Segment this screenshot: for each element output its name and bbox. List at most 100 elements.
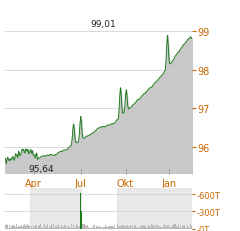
Bar <box>27 224 28 229</box>
Bar <box>116 228 117 229</box>
Bar <box>79 226 80 229</box>
Bar <box>61 225 62 229</box>
Bar <box>112 226 113 229</box>
Bar <box>126 226 127 229</box>
Bar <box>174 224 175 229</box>
Bar <box>119 225 120 229</box>
Bar <box>35 225 36 229</box>
Bar <box>97 226 98 229</box>
Bar <box>191 226 192 229</box>
Bar <box>118 226 119 229</box>
Bar <box>62 226 63 229</box>
Bar <box>26 225 27 229</box>
Bar <box>49 227 50 229</box>
Bar <box>120 226 121 229</box>
Text: Jan: Jan <box>161 178 176 188</box>
Bar <box>145 226 146 229</box>
Bar <box>173 224 174 229</box>
Bar <box>20 225 21 229</box>
Bar <box>136 227 137 229</box>
Bar <box>69 228 70 229</box>
Bar <box>66 225 67 229</box>
Bar <box>47 225 48 229</box>
Bar <box>124 225 125 229</box>
Bar <box>135 225 136 229</box>
Text: 95,64: 95,64 <box>28 164 54 173</box>
Bar <box>45 226 46 229</box>
Bar <box>150 227 151 229</box>
Bar <box>4 225 5 229</box>
Bar <box>38 226 39 229</box>
Bar <box>176 226 177 229</box>
Bar <box>59 227 60 229</box>
Bar <box>84 225 85 229</box>
Bar <box>142 226 143 229</box>
Bar <box>52 227 53 229</box>
Bar <box>147 228 148 229</box>
Bar <box>178 225 179 229</box>
Bar <box>182 225 183 229</box>
Bar <box>53 224 54 229</box>
Bar <box>95 228 96 229</box>
Text: 99,01: 99,01 <box>90 20 116 29</box>
Bar <box>106 227 107 229</box>
Bar <box>134 226 135 229</box>
Bar <box>102 228 103 229</box>
Bar <box>91 227 92 229</box>
Bar <box>171 227 172 229</box>
Bar <box>39 225 40 229</box>
Bar <box>143 226 144 229</box>
Bar <box>184 225 185 229</box>
Bar <box>89 228 90 229</box>
Bar <box>132 225 133 229</box>
Bar <box>80 193 81 229</box>
Bar <box>94 225 95 229</box>
Bar <box>8 228 9 229</box>
Bar <box>88 227 89 229</box>
Bar <box>55 225 56 229</box>
Bar <box>149 226 150 229</box>
Bar <box>48 227 49 229</box>
Bar <box>74 228 75 229</box>
Bar <box>155 227 156 229</box>
Bar <box>25 226 26 229</box>
Bar <box>32 228 33 229</box>
Bar <box>30 228 31 229</box>
Bar <box>65 225 66 229</box>
Bar <box>71 224 72 229</box>
Bar <box>7 225 8 229</box>
Bar <box>87 225 88 229</box>
Bar <box>109 226 110 229</box>
Bar <box>68 226 69 229</box>
Bar <box>67 226 68 229</box>
Bar <box>42 227 43 229</box>
Bar <box>63 227 64 229</box>
Text: Okt: Okt <box>117 178 134 188</box>
Bar <box>127 225 128 229</box>
Bar <box>151 225 152 229</box>
Bar <box>33 225 34 229</box>
Bar <box>131 228 132 229</box>
Bar <box>157 225 158 229</box>
Bar <box>73 225 74 229</box>
Bar <box>165 227 166 229</box>
Bar <box>153 226 154 229</box>
Bar <box>186 225 187 229</box>
Bar <box>92 228 93 229</box>
Bar <box>77 228 78 229</box>
Bar <box>58 224 59 229</box>
Bar <box>72 228 73 229</box>
Bar <box>90 228 91 229</box>
Bar <box>108 225 109 229</box>
Bar <box>96 226 97 229</box>
Bar <box>5 225 6 229</box>
Bar <box>123 226 124 229</box>
Bar <box>128 227 129 229</box>
Bar <box>144 225 145 229</box>
Bar <box>172 226 173 229</box>
Bar <box>105 225 106 229</box>
Bar <box>129 226 130 229</box>
Bar <box>46 227 47 229</box>
Bar <box>56 226 57 229</box>
Bar <box>64 225 65 229</box>
